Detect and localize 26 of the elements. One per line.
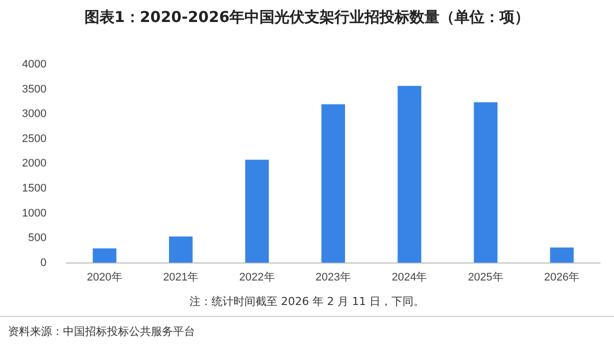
x-tick-label: 2020年 [86,271,122,284]
bar [550,247,574,263]
bar [92,248,116,263]
text: 资料来源：中国招标投标公共服务平台 [8,324,195,339]
bar [474,102,498,263]
text: 注：统计时间截至 2026 年 2 月 11 日，下同。 [188,294,426,309]
chart-title: 图表1：2020-2026年中国光伏支架行业招投标数量（单位：项） [83,8,531,27]
bar [398,86,422,263]
y-tick-label: 2500 [22,132,46,145]
y-tick-label: 1500 [22,182,46,195]
x-tick-label: 2025年 [468,271,504,284]
x-tick-label: 2024年 [392,271,428,284]
y-tick-label: 1000 [22,207,46,220]
y-tick-label: 4000 [22,58,46,71]
y-tick-label: 500 [28,232,46,244]
x-tick-label: 2023年 [315,271,351,284]
x-tick-label: 2021年 [163,271,199,284]
bar [245,160,269,263]
y-tick-label: 0 [40,256,46,269]
x-tick-label: 2022年 [239,271,275,284]
y-tick-label: 2000 [22,158,46,170]
y-tick-label: 3000 [22,108,46,120]
y-tick-label: 3500 [22,83,46,96]
bar [321,104,346,263]
x-tick-label: 2026年 [544,271,580,284]
bar [168,236,193,263]
